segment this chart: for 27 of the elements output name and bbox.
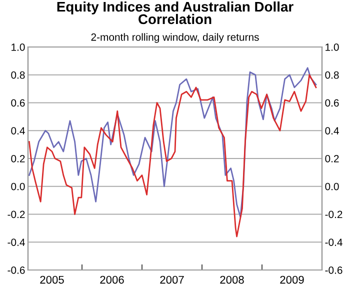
y-tick-label: 0.6 bbox=[11, 99, 25, 107]
y-tick-label: -0.4 bbox=[8, 238, 25, 246]
y2-tick-label: 0.2 bbox=[325, 155, 339, 162]
x-tick-label: 2006 bbox=[100, 276, 124, 284]
y2-tick-label: -0.6 bbox=[325, 266, 342, 274]
chart-subtitle: 2-month rolling window, daily returns bbox=[91, 33, 259, 43]
y-tick-label: 0.4 bbox=[11, 127, 25, 134]
y2-tick-label: 0.4 bbox=[325, 127, 339, 134]
y-tick-label: -0.2 bbox=[8, 210, 25, 218]
y-tick-label: -0.6 bbox=[8, 266, 25, 274]
y2-tick-label: -0.4 bbox=[325, 238, 342, 246]
y-tick-label: 1.0 bbox=[12, 44, 25, 51]
y-tick-label: 0.2 bbox=[11, 155, 25, 162]
line-series bbox=[28, 67, 317, 218]
chart-title: Equity Indices and Australian Dollar Correlation bbox=[57, 1, 294, 24]
y2-tick-label: 1.0 bbox=[326, 44, 339, 51]
x-tick-label: 2008 bbox=[220, 276, 244, 284]
y2-tick-label: -0.2 bbox=[325, 210, 342, 218]
y-tick-label: 0.0 bbox=[11, 182, 25, 190]
y2-tick-label: 0.8 bbox=[325, 71, 339, 79]
y-tick-label: 0.8 bbox=[11, 71, 25, 79]
x-tick-label: 2007 bbox=[160, 276, 184, 284]
x-tick-label: 2009 bbox=[280, 276, 304, 284]
y2-tick-label: 0.6 bbox=[325, 99, 339, 107]
x-tick-label: 2005 bbox=[40, 276, 64, 284]
y2-tick-label: 0.0 bbox=[325, 182, 339, 190]
line-series bbox=[28, 74, 317, 238]
